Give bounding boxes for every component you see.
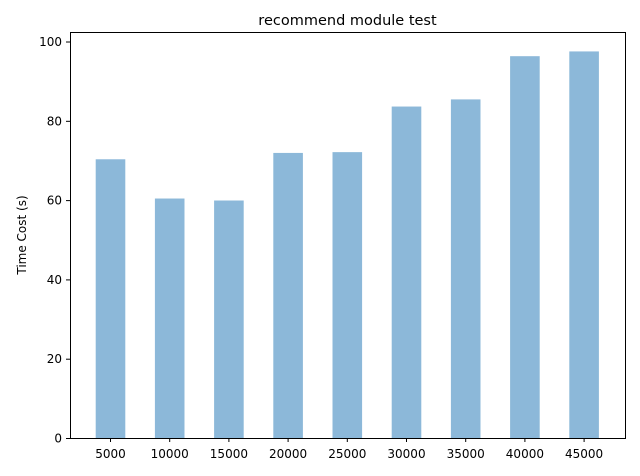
chart-title: recommend module test bbox=[258, 13, 437, 29]
y-axis-title: Time Cost (s) bbox=[15, 195, 29, 275]
x-tick-label-35000: 35000 bbox=[447, 447, 485, 461]
x-tick-label-40000: 40000 bbox=[506, 447, 544, 461]
bar-35000 bbox=[450, 99, 481, 438]
bar-10000 bbox=[154, 198, 185, 438]
x-tick-label-20000: 20000 bbox=[269, 447, 307, 461]
bar-25000 bbox=[332, 152, 363, 438]
x-tick-label-30000: 30000 bbox=[387, 447, 425, 461]
bars-group bbox=[95, 51, 599, 438]
bar-40000 bbox=[510, 56, 540, 438]
x-tick-label-25000: 25000 bbox=[328, 447, 366, 461]
bar-20000 bbox=[273, 152, 303, 438]
y-tick-label-60: 60 bbox=[47, 194, 62, 208]
plot-frame bbox=[70, 32, 626, 439]
y-tick-label-80: 80 bbox=[47, 114, 62, 128]
y-tick-label-20: 20 bbox=[47, 352, 62, 366]
x-tick-label-15000: 15000 bbox=[210, 447, 248, 461]
bar-45000 bbox=[569, 51, 599, 438]
y-tick-label-100: 100 bbox=[39, 35, 62, 49]
x-ticks-group: 5000 10000 15000 20000 25000 30000 35000 40000 4… bbox=[95, 438, 603, 461]
bar-5000 bbox=[95, 159, 126, 438]
x-tick-label-10000: 10000 bbox=[151, 447, 189, 461]
bar-15000 bbox=[214, 200, 244, 438]
y-tick-label-40: 40 bbox=[47, 273, 62, 287]
x-tick-label-5000: 5000 bbox=[95, 447, 126, 461]
x-tick-label-45000: 45000 bbox=[565, 447, 603, 461]
y-ticks-group: 0 20 40 60 80 100 bbox=[39, 35, 71, 446]
bar-30000 bbox=[391, 106, 422, 438]
y-tick-label-0: 0 bbox=[54, 432, 62, 446]
